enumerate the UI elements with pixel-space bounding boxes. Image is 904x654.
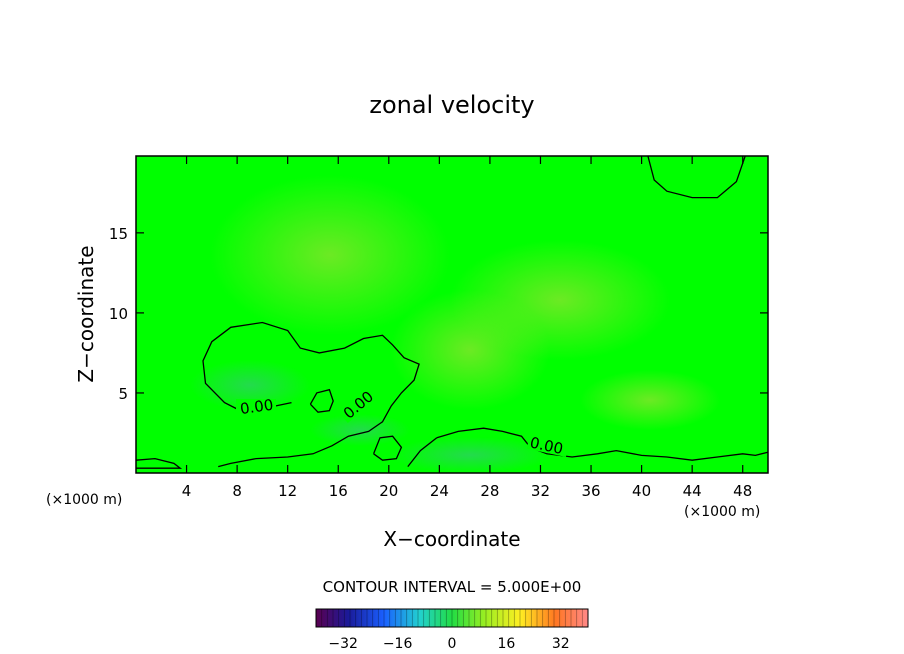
x-tick-label: 44 [683,482,702,500]
colorbar-tick-label: 0 [448,636,457,652]
field-shading [190,175,720,473]
colorbar-tick-label: −16 [383,636,413,652]
contour-line-surface [436,427,768,461]
x-tick-label: 8 [232,482,242,500]
chart-title: zonal velocity [369,91,534,119]
x-unit-right: (×1000 m) [684,504,760,520]
contour-interval: CONTOUR INTERVAL = 5.000E+00 [323,578,582,596]
x-tick-label: 40 [632,482,651,500]
x-tick-label: 28 [480,482,499,500]
colorbar-tick-label: 16 [497,636,515,652]
contour-line-upper-right [647,156,746,199]
colorbar [315,608,589,628]
x-tick-label: 16 [329,482,348,500]
x-tick-label: 4 [182,482,192,500]
x-unit-left: (×1000 m) [46,492,122,508]
colorbar-tick-label: −32 [328,636,358,652]
y-axis-label: Z−coordinate [74,245,98,382]
x-axis-ticks: 4 8 12 16 20 24 28 32 36 40 44 48 [182,156,752,500]
contour-label: 0.00 [239,396,275,418]
x-tick-label: 24 [430,482,449,500]
plot-frame [135,155,769,474]
y-axis-ticks: 5 10 15 [109,225,768,403]
contour-line-left-lobe [202,321,420,468]
contour-line-center-arc [407,437,438,468]
y-tick-label: 5 [118,385,128,403]
y-tick-label: 15 [109,225,128,243]
contour-line-bubble-19 [372,435,403,461]
colorbar-ticks: −32 −16 0 16 32 [328,636,569,652]
y-tick-label: 10 [109,305,128,323]
x-tick-label: 48 [733,482,752,500]
contour-line-small-loop [309,388,334,413]
x-tick-label: 12 [278,482,297,500]
colorbar-segments [321,609,583,627]
colorbar-tick-label: 32 [552,636,570,652]
contour-line-left-edge [136,457,183,469]
x-tick-label: 36 [581,482,600,500]
x-tick-label: 20 [379,482,398,500]
x-axis-label: X−coordinate [383,527,520,551]
x-tick-label: 32 [531,482,550,500]
